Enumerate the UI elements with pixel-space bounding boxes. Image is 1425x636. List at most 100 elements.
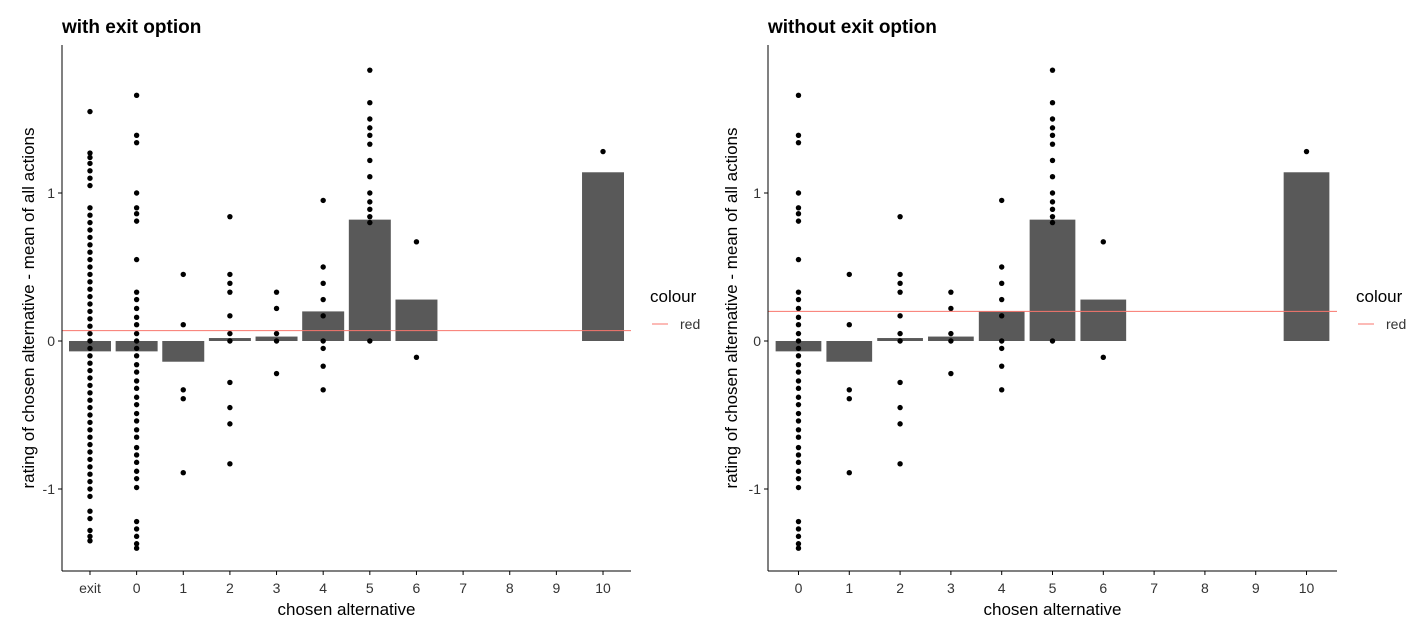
data-point-0-29 (795, 459, 802, 466)
x-tick-label: 2 (226, 580, 234, 596)
x-tick-label: 10 (595, 580, 611, 596)
data-point-exit-28 (87, 360, 93, 366)
data-point-exit-5 (87, 175, 93, 181)
data-point-0-20 (795, 385, 802, 392)
data-point-0-11 (133, 314, 140, 321)
data-point-exit-29 (87, 367, 93, 374)
data-point-6-1 (413, 354, 420, 360)
data-point-1-1 (846, 322, 852, 328)
data-point-0-4 (795, 205, 802, 211)
data-point-3-0 (273, 289, 280, 295)
data-point-exit-30 (87, 375, 93, 381)
data-point-1-4 (180, 470, 186, 476)
data-point-exit-18 (87, 286, 93, 292)
data-point-1-3 (180, 396, 186, 402)
data-point-4-2 (320, 280, 326, 286)
data-point-0-5 (133, 211, 140, 217)
data-point-exit-32 (87, 390, 93, 396)
data-point-0-29 (133, 459, 140, 466)
data-point-0-17 (133, 361, 140, 368)
data-point-exit-47 (87, 508, 93, 514)
data-point-3-2 (948, 330, 954, 337)
x-tick-label: 1 (179, 580, 187, 596)
data-point-exit-27 (87, 353, 93, 359)
data-point-10-0 (600, 148, 606, 155)
data-point-exit-7 (87, 205, 93, 211)
data-point-3-4 (273, 370, 280, 377)
data-point-0-35 (133, 533, 140, 540)
data-point-4-7 (999, 363, 1005, 369)
data-point-0-34 (133, 526, 140, 532)
legend: colour red (650, 287, 700, 332)
x-tick-label: 0 (133, 580, 141, 596)
data-point-5-4 (1049, 132, 1056, 138)
data-point-4-4 (320, 313, 326, 319)
data-point-exit-40 (87, 449, 93, 455)
data-point-4-5 (320, 338, 326, 344)
data-point-0-34 (795, 526, 802, 532)
data-point-2-10 (227, 461, 233, 467)
data-point-0-17 (795, 361, 802, 368)
x-tick-label: 6 (1099, 580, 1107, 596)
data-point-exit-16 (87, 271, 93, 278)
data-point-exit-51 (87, 538, 93, 544)
data-point-exit-42 (87, 464, 93, 470)
bar-6 (1080, 299, 1127, 341)
data-point-exit-37 (87, 427, 93, 433)
data-point-exit-36 (87, 419, 93, 426)
data-point-5-5 (1049, 141, 1056, 147)
x-tick-label: 6 (413, 580, 421, 596)
data-point-5-10 (1049, 206, 1056, 212)
x-tick-label: 7 (459, 580, 467, 596)
data-point-5-1 (1049, 100, 1056, 106)
data-point-exit-43 (87, 471, 93, 477)
data-point-exit-2 (87, 154, 93, 161)
bar-1 (826, 341, 873, 362)
data-point-0-32 (795, 484, 802, 491)
data-point-1-1 (180, 322, 186, 328)
data-point-0-25 (795, 427, 802, 433)
data-point-6-1 (1100, 354, 1107, 360)
data-point-0-3 (133, 190, 140, 196)
data-point-0-16 (795, 353, 802, 359)
data-point-4-0 (320, 197, 326, 204)
data-point-4-2 (999, 280, 1005, 286)
data-point-0-22 (795, 401, 802, 408)
legend-entry-red: red (680, 316, 700, 332)
bar-10 (582, 172, 625, 341)
data-point-2-8 (227, 404, 233, 411)
data-point-0-36 (133, 541, 140, 547)
data-point-0-16 (133, 353, 140, 359)
data-point-0-33 (133, 518, 140, 525)
data-point-5-3 (367, 125, 373, 131)
data-point-0-22 (133, 401, 140, 408)
y-tick-label: 0 (753, 333, 761, 349)
data-point-5-11 (1049, 213, 1056, 220)
y-axis-label: rating of chosen alternative - mean of a… (19, 128, 38, 489)
data-point-0-31 (795, 475, 802, 482)
chart-title: with exit option (61, 17, 201, 38)
data-point-0-21 (133, 394, 140, 400)
data-point-1-4 (846, 470, 852, 476)
data-point-1-2 (180, 387, 186, 393)
data-point-2-7 (897, 379, 903, 386)
data-point-0-13 (795, 330, 802, 337)
data-point-2-5 (227, 330, 233, 337)
data-point-2-4 (227, 313, 233, 319)
data-point-4-5 (999, 338, 1005, 344)
data-point-exit-38 (87, 434, 93, 440)
data-point-exit-1 (87, 150, 93, 156)
x-axis-label: chosen alternative (278, 600, 416, 619)
data-point-2-5 (897, 330, 903, 337)
data-point-exit-49 (87, 527, 93, 534)
bar-1 (162, 341, 205, 362)
data-point-0-13 (133, 330, 140, 337)
y-tick-label: 0 (47, 333, 55, 349)
x-tick-label: 4 (319, 580, 327, 596)
data-point-5-6 (367, 157, 373, 164)
data-point-exit-22 (87, 316, 93, 322)
data-point-2-4 (897, 313, 903, 319)
data-point-4-4 (999, 313, 1005, 319)
